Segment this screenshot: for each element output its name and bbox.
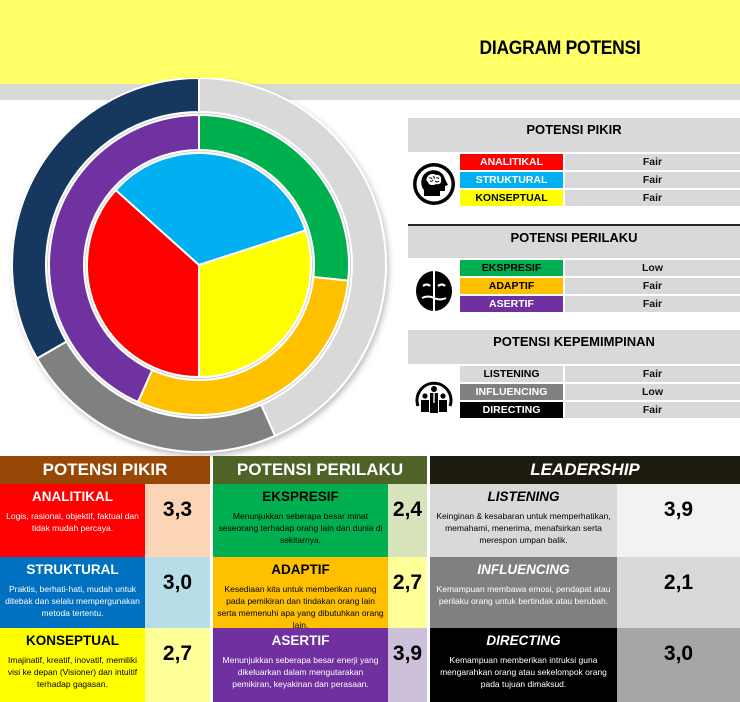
- table-row: ASERTIF Menunjukkan seberapa besar enerj…: [213, 628, 427, 702]
- row-description-cell: DIRECTING Kemampuan memberikan intruksi …: [430, 628, 617, 702]
- donut-slice-directing: [11, 78, 200, 360]
- row-description: Keinginan & kesabaran untuk memperhatika…: [436, 511, 611, 545]
- pill-label: EKSPRESIF: [460, 260, 563, 276]
- pill-label: STRUKTURAL: [460, 172, 563, 188]
- row-title: EKSPRESIF: [262, 489, 339, 504]
- row-score: 3,0: [145, 557, 210, 628]
- row-description: Kemampuan membawa emosi, pendapat atau p…: [436, 584, 611, 606]
- donut-slice-struktural: [114, 152, 307, 267]
- pill-value: Low: [565, 384, 740, 400]
- row-description-cell: LISTENING Keinginan & kesabaran untuk me…: [430, 484, 617, 557]
- donut-slice-konseptual: [198, 229, 312, 379]
- row-description: Praktis, berhati-hati, mudah untuk diteb…: [5, 584, 140, 618]
- table-row: DIRECTING Kemampuan memberikan intruksi …: [430, 628, 740, 702]
- row-description-cell: ADAPTIF Kesediaan kita untuk memberikan …: [213, 557, 388, 630]
- row-description: Kemampuan memberikan intruksi guna menga…: [440, 655, 607, 689]
- table-row: ANALITIKAL Logis, rasional, objektif, fa…: [0, 484, 210, 557]
- panel-title: POTENSI PERILAKU: [408, 224, 740, 258]
- row-description: Logis, rasional, objektif, faktual dan t…: [6, 511, 139, 533]
- pill-value: Low: [565, 260, 740, 276]
- donut-slice-asertif: [48, 113, 200, 404]
- row-title: LISTENING: [487, 489, 560, 504]
- row-title: DIRECTING: [486, 633, 561, 648]
- row-score: 2,1: [617, 557, 740, 628]
- kepemimpinan-row-listening: LISTENING Fair: [460, 366, 740, 382]
- table-title: POTENSI PERILAKU: [213, 456, 427, 484]
- row-score: 2,7: [145, 628, 210, 702]
- row-description: Menunjukkan seberapa besar minat seseora…: [218, 511, 383, 545]
- pill-label: DIRECTING: [460, 402, 563, 418]
- pill-value: Fair: [565, 278, 740, 294]
- page-title: DIAGRAM POTENSI: [479, 38, 641, 59]
- row-description: Kesediaan kita untuk memberikan ruang pa…: [217, 584, 384, 630]
- row-title: INFLUENCING: [477, 562, 570, 577]
- row-score: 2,4: [388, 484, 427, 557]
- table-row: EKSPRESIF Menunjukkan seberapa besar min…: [213, 484, 427, 557]
- pill-value: Fair: [565, 172, 740, 188]
- pill-value: Fair: [565, 154, 740, 170]
- row-title: STRUKTURAL: [26, 562, 119, 577]
- pill-label: ASERTIF: [460, 296, 563, 312]
- row-description-cell: EKSPRESIF Menunjukkan seberapa besar min…: [213, 484, 388, 557]
- pill-label: LISTENING: [460, 366, 563, 382]
- pill-label: ADAPTIF: [460, 278, 563, 294]
- pikir-row-konseptual: KONSEPTUAL Fair: [460, 190, 740, 206]
- kepemimpinan-row-directing: DIRECTING Fair: [460, 402, 740, 418]
- row-score: 3,3: [145, 484, 210, 557]
- table-potensi-perilaku: POTENSI PERILAKU EKSPRESIF Menunjukkan s…: [213, 456, 427, 702]
- perilaku-row-asertif: ASERTIF Fair: [460, 296, 740, 312]
- row-score: 2,7: [388, 557, 427, 628]
- table-title: LEADERSHIP: [430, 456, 740, 484]
- pikir-row-analitikal: ANALITIKAL Fair: [460, 154, 740, 170]
- donut-chart-svg: [11, 78, 387, 453]
- row-title: ANALITIKAL: [32, 489, 113, 504]
- row-description: Menunjukkan seberapa besar enerji yang d…: [222, 655, 379, 689]
- panel-title: POTENSI KEPEMIMPINAN: [408, 330, 740, 364]
- table-row: STRUKTURAL Praktis, berhati-hati, mudah …: [0, 557, 210, 628]
- row-score: 3,9: [388, 628, 427, 702]
- row-description-cell: INFLUENCING Kemampuan membawa emosi, pen…: [430, 557, 617, 628]
- pill-value: Fair: [565, 190, 740, 206]
- row-title: ADAPTIF: [271, 562, 330, 577]
- perilaku-row-ekspresif: EKSPRESIF Low: [460, 260, 740, 276]
- table-row: INFLUENCING Kemampuan membawa emosi, pen…: [430, 557, 740, 628]
- pill-label: KONSEPTUAL: [460, 190, 563, 206]
- donut-slice-analitikal: [86, 188, 200, 379]
- pill-value: Fair: [565, 296, 740, 312]
- potential-donut-chart: [0, 78, 400, 458]
- table-row: LISTENING Keinginan & kesabaran untuk me…: [430, 484, 740, 557]
- row-title: ASERTIF: [271, 633, 330, 648]
- table-potensi-pikir: POTENSI PIKIR ANALITIKAL Logis, rasional…: [0, 456, 210, 702]
- row-description: Imajinatif, kreatif, inovatif, memiliki …: [7, 655, 138, 689]
- table-title: POTENSI PIKIR: [0, 456, 210, 484]
- row-title: KONSEPTUAL: [25, 633, 119, 648]
- title-banner: [0, 0, 740, 84]
- row-description-cell: KONSEPTUAL Imajinatif, kreatif, inovatif…: [0, 628, 145, 702]
- table-leadership: LEADERSHIP LISTENING Keinginan & kesabar…: [430, 456, 740, 702]
- table-row: ADAPTIF Kesediaan kita untuk memberikan …: [213, 557, 427, 630]
- kepemimpinan-row-influencing: INFLUENCING Low: [460, 384, 740, 400]
- row-description-cell: STRUKTURAL Praktis, berhati-hati, mudah …: [0, 557, 145, 628]
- pill-value: Fair: [565, 366, 740, 382]
- row-description-cell: ANALITIKAL Logis, rasional, objektif, fa…: [0, 484, 145, 557]
- row-score: 3,9: [617, 484, 740, 557]
- panel-title: POTENSI PIKIR: [408, 118, 740, 152]
- row-score: 3,0: [617, 628, 740, 702]
- pill-value: Fair: [565, 402, 740, 418]
- brain-head-icon: [413, 163, 455, 205]
- team-leader-icon: [415, 381, 453, 413]
- perilaku-row-adaptif: ADAPTIF Fair: [460, 278, 740, 294]
- row-description-cell: ASERTIF Menunjukkan seberapa besar enerj…: [213, 628, 388, 702]
- masks-face-icon: [416, 271, 452, 311]
- pill-label: INFLUENCING: [460, 384, 563, 400]
- table-row: KONSEPTUAL Imajinatif, kreatif, inovatif…: [0, 628, 210, 702]
- pikir-row-struktural: STRUKTURAL Fair: [460, 172, 740, 188]
- pill-label: ANALITIKAL: [460, 154, 563, 170]
